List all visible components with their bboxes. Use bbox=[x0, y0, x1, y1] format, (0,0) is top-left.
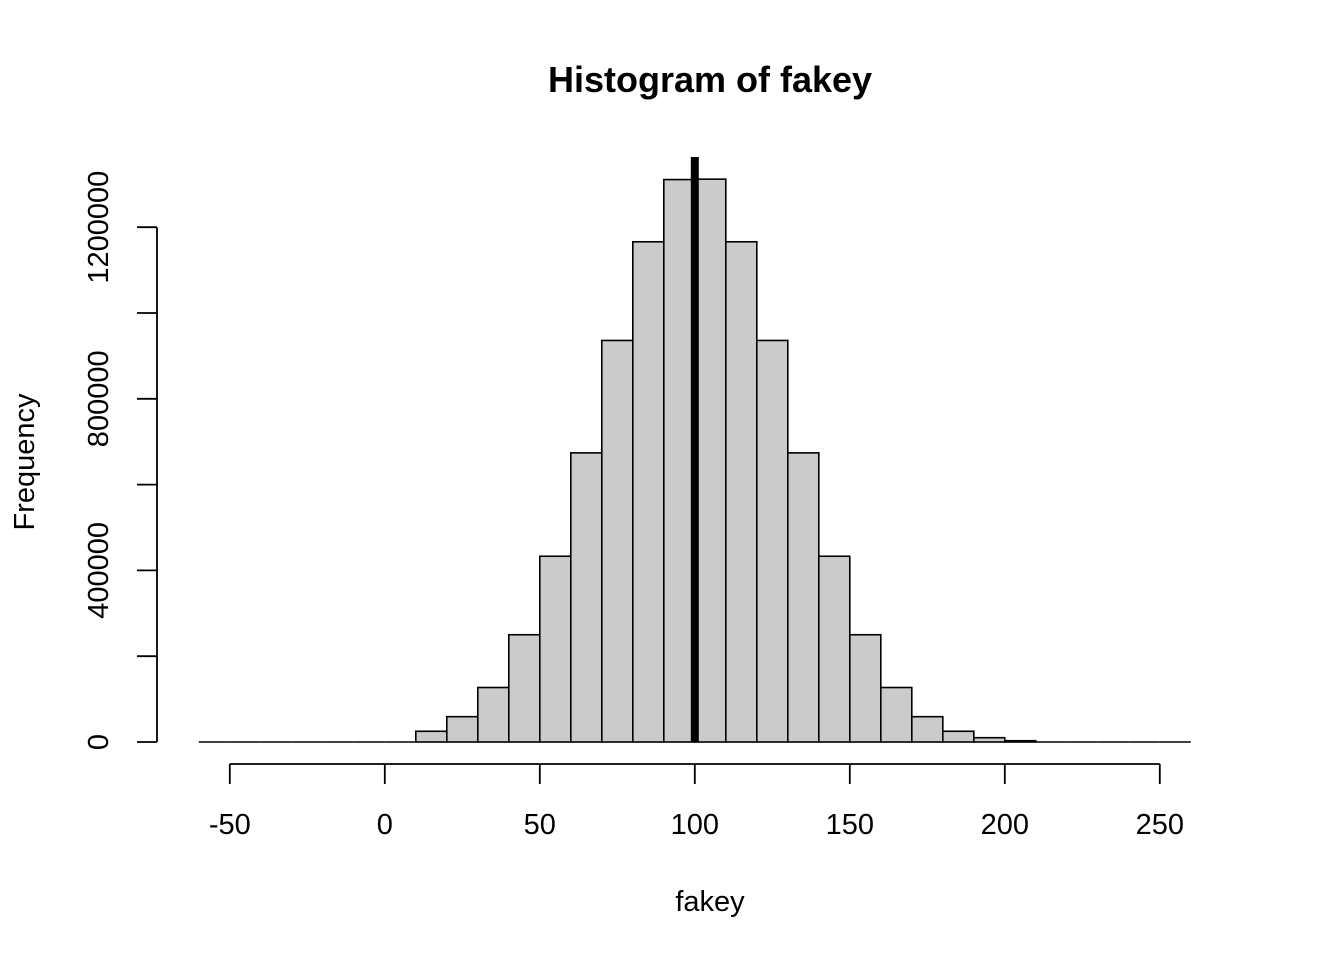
x-axis-label: fakey bbox=[675, 886, 745, 918]
y-tick-label: 0 bbox=[83, 734, 115, 750]
x-tick-label: -50 bbox=[209, 809, 251, 841]
histogram-bar bbox=[941, 730, 975, 743]
x-tick-label: 200 bbox=[981, 809, 1029, 841]
histogram-bar bbox=[414, 730, 448, 743]
y-tick-label: 800000 bbox=[83, 350, 115, 447]
x-tick-label: 150 bbox=[826, 809, 874, 841]
histogram-bar bbox=[848, 633, 882, 743]
histogram-bar bbox=[538, 555, 572, 743]
y-axis-label: Frequency bbox=[9, 393, 41, 531]
histogram-bar bbox=[1003, 739, 1037, 743]
x-axis: -50 0 50 100 150 200 250 bbox=[209, 763, 1184, 841]
histogram-bar bbox=[507, 633, 541, 743]
histogram-bars bbox=[198, 178, 1191, 743]
histogram-bar bbox=[569, 452, 603, 743]
x-tick-label: 50 bbox=[524, 809, 556, 841]
histogram-bar bbox=[817, 555, 851, 743]
histogram-bar bbox=[879, 686, 913, 743]
histogram-bar bbox=[476, 686, 510, 743]
y-tick-label: 400000 bbox=[83, 522, 115, 619]
histogram-bar bbox=[600, 339, 634, 743]
x-tick-label: 250 bbox=[1136, 809, 1184, 841]
y-axis: 0 400000 800000 1200000 bbox=[83, 171, 158, 750]
histogram-bar bbox=[445, 715, 479, 743]
histogram-bar bbox=[724, 240, 758, 743]
y-tick-label: 1200000 bbox=[83, 171, 115, 284]
histogram-bar bbox=[631, 240, 665, 743]
histogram-bar bbox=[910, 715, 944, 743]
x-tick-label: 100 bbox=[671, 809, 719, 841]
histogram-bar bbox=[662, 178, 696, 743]
x-tick-label: 0 bbox=[377, 809, 393, 841]
histogram-bar bbox=[786, 452, 820, 743]
histogram-bar bbox=[693, 178, 727, 743]
chart-title: Histogram of fakey bbox=[548, 59, 872, 100]
histogram-bar bbox=[755, 339, 789, 743]
histogram-bar bbox=[972, 736, 1006, 743]
